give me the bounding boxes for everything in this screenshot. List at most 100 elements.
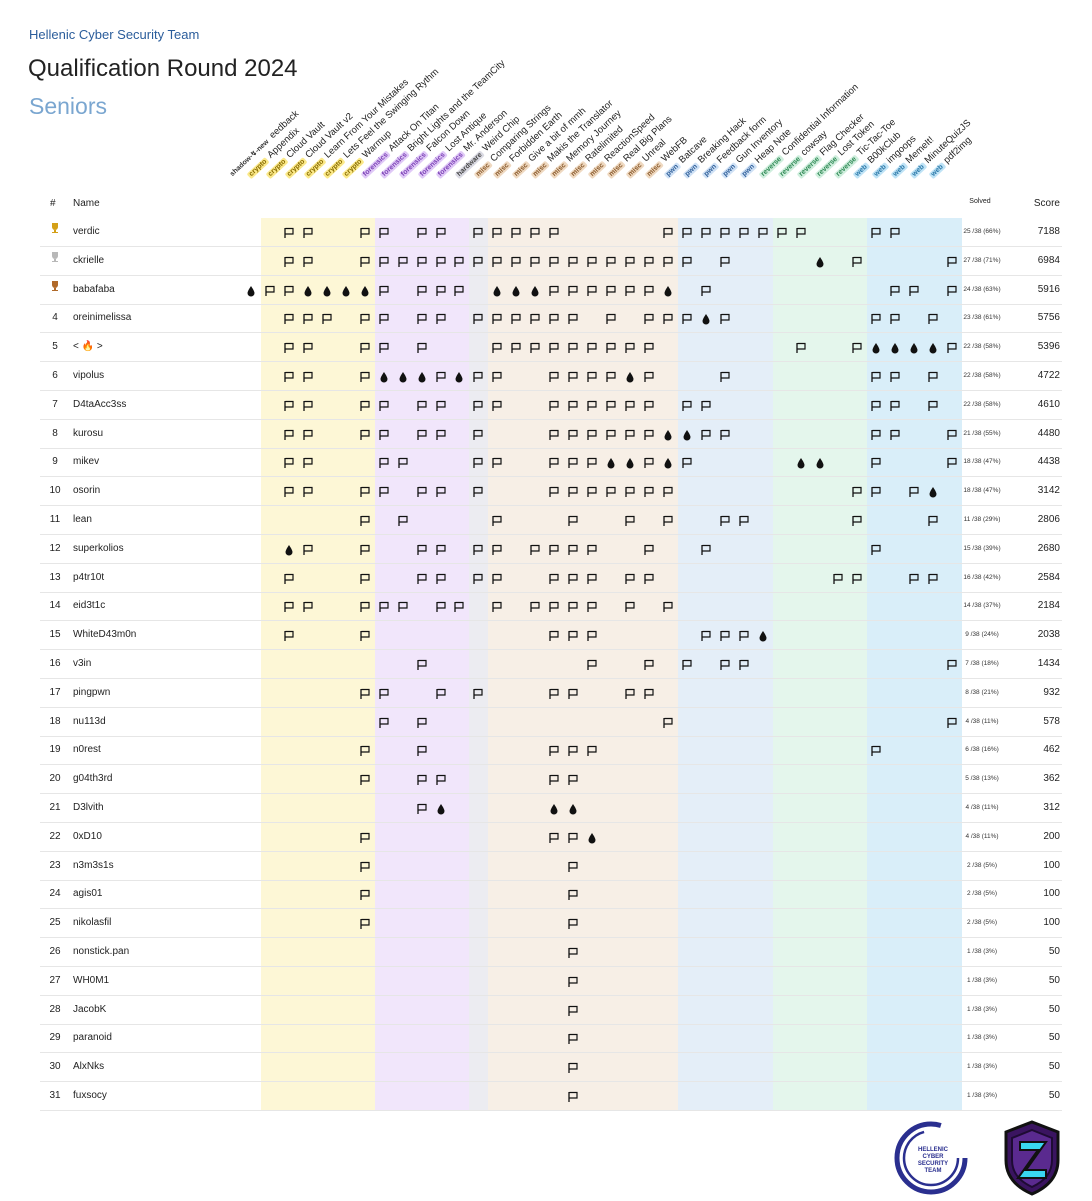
flag-icon: [700, 629, 712, 642]
solved-count: 16 /38 (42%): [963, 573, 1001, 581]
table-row[interactable]: 11 lean 11 /38 (29%) 2806: [40, 506, 1062, 535]
player-name[interactable]: < 🔥 >: [73, 341, 103, 353]
solved-count: 6 /38 (16%): [965, 746, 999, 754]
score-value: 200: [1043, 830, 1060, 842]
player-name[interactable]: verdic: [73, 226, 100, 237]
table-row[interactable]: 16 v3in 7 /38 (18%) 1434: [40, 650, 1062, 679]
player-name[interactable]: fuxsocy: [73, 1090, 107, 1101]
player-name[interactable]: n0rest: [73, 744, 101, 756]
rank-cell: 26: [49, 946, 61, 957]
rank-cell: 6: [52, 370, 58, 381]
solved-count: 1 /38 (3%): [967, 976, 997, 984]
table-row[interactable]: 7 D4taAcc3ss 22 /38 (58%) 4610: [40, 391, 1062, 420]
flag-icon: [681, 312, 693, 325]
first-blood-icon: [397, 370, 409, 383]
table-row[interactable]: 14 eid3t1c 14 /38 (37%) 2184: [40, 592, 1062, 622]
flag-icon: [681, 456, 693, 469]
table-row[interactable]: 19 n0rest 6 /38 (16%) 462: [40, 736, 1062, 766]
flag-icon: [491, 514, 503, 526]
player-name[interactable]: babafaba: [73, 283, 115, 295]
player-name[interactable]: lean: [73, 514, 92, 525]
table-row[interactable]: 18 nu113d 4 /38 (11%) 578: [40, 708, 1062, 737]
score-value: 462: [1043, 744, 1060, 756]
player-name[interactable]: 0xD10: [73, 830, 102, 842]
table-row[interactable]: 30 AlxNks 1 /38 (3%) 50: [40, 1053, 1062, 1083]
player-name[interactable]: nonstick.pan: [73, 946, 130, 957]
table-row[interactable]: 27 WH0M1 1 /38 (3%) 50: [40, 967, 1062, 996]
flag-icon: [567, 687, 579, 699]
table-row[interactable]: 26 nonstick.pan 1 /38 (3%) 50: [40, 938, 1062, 967]
table-row[interactable]: 6 vipolus 22 /38 (58%) 4722: [40, 362, 1062, 391]
player-name[interactable]: paranoid: [73, 1032, 112, 1044]
table-row[interactable]: 8 kurosu 21 /38 (55%) 4480: [40, 420, 1062, 449]
player-name[interactable]: n3m3s1s: [73, 859, 114, 871]
table-row[interactable]: verdic 25 /38 (66%) 7188: [40, 218, 1062, 247]
flag-icon: [700, 226, 712, 238]
player-name[interactable]: D4taAcc3ss: [73, 398, 127, 410]
player-name[interactable]: AlxNks: [73, 1061, 105, 1073]
flag-icon: [435, 572, 447, 584]
table-row[interactable]: 13 p4tr10t 16 /38 (42%) 2584: [40, 564, 1062, 593]
table-row[interactable]: 24 agis01 2 /38 (5%) 100: [40, 880, 1062, 910]
table-row[interactable]: 20 g04th3rd 5 /38 (13%) 362: [40, 765, 1062, 795]
first-blood-icon: [605, 456, 617, 469]
table-row[interactable]: babafaba 24 /38 (63%) 5916: [40, 276, 1062, 305]
player-name[interactable]: agis01: [73, 888, 103, 900]
player-name[interactable]: p4tr10t: [73, 571, 105, 583]
player-name[interactable]: g04th3rd: [73, 773, 113, 785]
flag-icon: [435, 485, 447, 498]
table-row[interactable]: 25 nikolasfil 2 /38 (5%) 100: [40, 909, 1062, 939]
first-blood-icon: [321, 284, 333, 297]
table-row[interactable]: ckrielle 27 /38 (71%) 6984: [40, 247, 1062, 276]
flag-icon: [283, 284, 295, 296]
flag-icon: [624, 284, 636, 296]
player-name[interactable]: eid3t1c: [73, 600, 106, 612]
table-row[interactable]: 4 oreinimelissa 23 /38 (61%) 5756: [40, 304, 1062, 334]
flag-icon: [586, 629, 598, 642]
flag-icon: [491, 572, 503, 584]
flag-icon: [302, 543, 314, 555]
table-row[interactable]: 23 n3m3s1s 2 /38 (5%) 100: [40, 852, 1062, 881]
solved-count: 1 /38 (3%): [967, 1063, 997, 1071]
flag-icon: [870, 543, 882, 555]
flag-icon: [548, 399, 560, 411]
table-row[interactable]: 21 D3lvith 4 /38 (11%) 312: [40, 794, 1062, 823]
player-name[interactable]: ckrielle: [73, 254, 105, 266]
rank-cell: 18: [49, 715, 61, 727]
table-row[interactable]: 9 mikev 18 /38 (47%) 4438: [40, 448, 1062, 478]
rank-cell: 21: [49, 802, 61, 813]
player-name[interactable]: osorin: [73, 485, 101, 497]
player-name[interactable]: v3in: [73, 658, 92, 669]
flag-icon: [870, 456, 882, 469]
flag-icon: [378, 600, 390, 613]
player-name[interactable]: nu113d: [73, 715, 106, 727]
player-name[interactable]: pingpwn: [73, 686, 111, 698]
table-row[interactable]: 17 pingpwn 8 /38 (21%) 932: [40, 679, 1062, 708]
player-name[interactable]: superkolios: [73, 542, 124, 554]
rank-cell: 7: [52, 398, 58, 410]
flag-icon: [662, 716, 674, 728]
table-row[interactable]: 29 paranoid 1 /38 (3%) 50: [40, 1024, 1062, 1054]
player-name[interactable]: WH0M1: [73, 974, 110, 986]
flag-icon: [643, 399, 655, 411]
player-name[interactable]: oreinimelissa: [73, 312, 132, 324]
player-name[interactable]: nikolasfil: [73, 917, 112, 929]
player-name[interactable]: D3lvith: [73, 802, 104, 813]
table-row[interactable]: 28 JacobK 1 /38 (3%) 50: [40, 996, 1062, 1025]
table-row[interactable]: 12 superkolios 15 /38 (39%) 2680: [40, 535, 1062, 564]
player-name[interactable]: kurosu: [73, 427, 104, 439]
col-solved-header: Solved: [969, 198, 991, 205]
table-row[interactable]: 10 osorin 18 /38 (47%) 3142: [40, 477, 1062, 507]
table-row[interactable]: 15 WhiteD43m0n 9 /38 (24%) 2038: [40, 621, 1062, 651]
player-name[interactable]: JacobK: [73, 1003, 107, 1015]
table-row[interactable]: 31 fuxsocy 1 /38 (3%) 50: [40, 1082, 1062, 1111]
table-row[interactable]: 5 < 🔥 > 22 /38 (58%) 5396: [40, 333, 1062, 363]
table-row[interactable]: 22 0xD10 4 /38 (11%) 200: [40, 823, 1062, 852]
first-blood-icon: [435, 802, 447, 815]
player-name[interactable]: WhiteD43m0n: [73, 629, 137, 641]
flag-icon: [302, 255, 314, 267]
player-name[interactable]: mikev: [73, 456, 100, 468]
flag-icon: [870, 485, 882, 498]
player-name[interactable]: vipolus: [73, 370, 105, 381]
solved-count: 14 /38 (37%): [963, 602, 1001, 610]
